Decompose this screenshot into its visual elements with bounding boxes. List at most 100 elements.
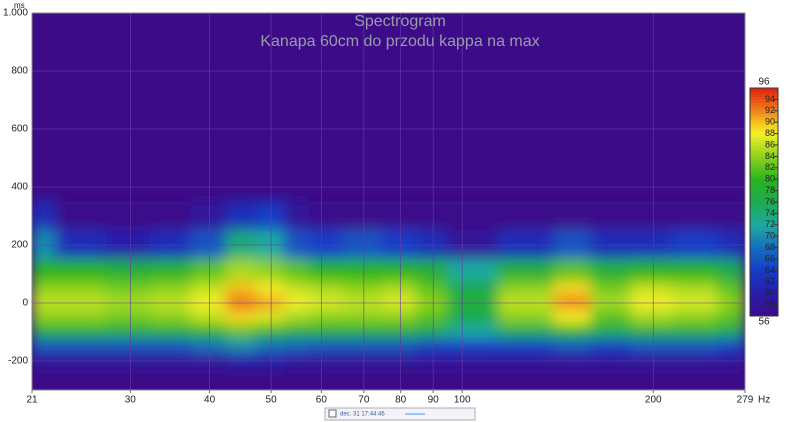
heat-cell [590, 309, 632, 326]
colorbar-step [750, 227, 778, 231]
heat-cell [190, 338, 227, 355]
heat-cell [151, 338, 192, 355]
x-tick-label: 70 [358, 395, 370, 406]
heat-cell [225, 280, 258, 297]
heat-cell [256, 259, 285, 282]
colorbar-max: 96 [758, 77, 770, 88]
x-tick-label: 90 [428, 395, 440, 406]
colorbar-step [750, 298, 778, 303]
x-tick-label: 21 [26, 395, 38, 406]
heat-cell [342, 324, 383, 340]
colorbar-tick-label: 80 [765, 174, 775, 184]
colorbar-step [750, 210, 778, 214]
colorbar-step [750, 150, 778, 155]
heat-cell [553, 280, 592, 297]
colorbar-step [750, 270, 778, 274]
colorbar-step [750, 278, 778, 283]
x-tick-label: 50 [266, 395, 278, 406]
colorbar-step [750, 102, 778, 106]
heat-cell [32, 309, 57, 326]
heat-cell [308, 280, 344, 297]
heat-cell [342, 259, 383, 282]
heat-cell [151, 324, 192, 340]
colorbar-step [750, 204, 778, 209]
heat-cell [717, 259, 745, 282]
colorbar-step [750, 230, 778, 234]
heat-cell [416, 259, 449, 282]
colorbar-tick-label: 86 [765, 139, 775, 149]
heat-cell [590, 201, 632, 231]
heat-cell [225, 338, 258, 355]
y-unit: ms [14, 1, 25, 10]
colorbar-step [750, 179, 778, 183]
colorbar-tick-label: 72 [765, 219, 775, 229]
heat-cell [630, 324, 674, 340]
heat-cell [256, 280, 285, 297]
heat-cell [55, 259, 106, 282]
heat-cell [590, 324, 632, 340]
heat-cell [151, 280, 192, 297]
heat-cell [381, 324, 418, 340]
heat-cell [308, 201, 344, 231]
colorbar-step [750, 247, 778, 251]
colorbar-step [750, 290, 778, 294]
heat-cell [256, 201, 285, 231]
heat-cell [672, 338, 719, 355]
legend-label: dec. 31 17:44:46 [340, 412, 385, 418]
x-tick-label: 279 [737, 395, 754, 406]
heat-cell [283, 259, 310, 282]
heat-cell [447, 324, 499, 340]
colorbar-tick-label: 58 [765, 299, 775, 309]
heat-cell [225, 259, 258, 282]
heat-cell [32, 280, 57, 297]
heat-cell [32, 324, 57, 340]
x-unit: Hz [758, 395, 770, 406]
colorbar-step [750, 162, 778, 166]
colorbar-step [750, 187, 778, 192]
heat-cell [308, 324, 344, 340]
heat-cell [590, 259, 632, 282]
y-tick-label: 600 [11, 124, 28, 135]
heat-cell [151, 309, 192, 326]
heat-cell [342, 338, 383, 355]
heat-cell [553, 259, 592, 282]
heat-cell [447, 280, 499, 297]
colorbar-step [750, 156, 778, 160]
heat-cell [497, 259, 555, 282]
plot-frame [31, 12, 746, 391]
x-tick-label: 80 [395, 395, 407, 406]
colorbar-step [750, 310, 778, 314]
colorbar-step [750, 105, 778, 109]
colorbar-step [750, 167, 778, 172]
colorbar-step [750, 224, 778, 229]
x-tick-label: 30 [125, 395, 137, 406]
colorbar-step [750, 250, 778, 254]
colorbar-step [750, 88, 778, 92]
heat-cell [416, 309, 449, 326]
colorbar-tick-label: 70 [765, 231, 775, 241]
colorbar-step [750, 239, 778, 243]
heat-cell [381, 259, 418, 282]
legend-checkbox[interactable] [328, 409, 337, 418]
colorbar-step [750, 219, 778, 223]
heat-cell [672, 259, 719, 282]
colorbar-step [750, 96, 778, 100]
heat-cell [497, 201, 555, 231]
heat-cell [553, 309, 592, 326]
colorbar-step [750, 190, 778, 194]
colorbar-step [750, 182, 778, 186]
heat-cell [590, 338, 632, 355]
heat-cell [32, 259, 57, 282]
heat-cell [190, 324, 227, 340]
heat-cell [497, 338, 555, 355]
heat-cell [630, 309, 674, 326]
y-tick-label: -200 [8, 356, 28, 367]
y-tick-label: 400 [11, 182, 28, 193]
heat-cell [447, 201, 499, 231]
colorbar-step [750, 176, 778, 180]
colorbar-step [750, 236, 778, 240]
colorbar-step [750, 196, 778, 200]
colorbar-step [750, 264, 778, 269]
heat-cell [447, 309, 499, 326]
